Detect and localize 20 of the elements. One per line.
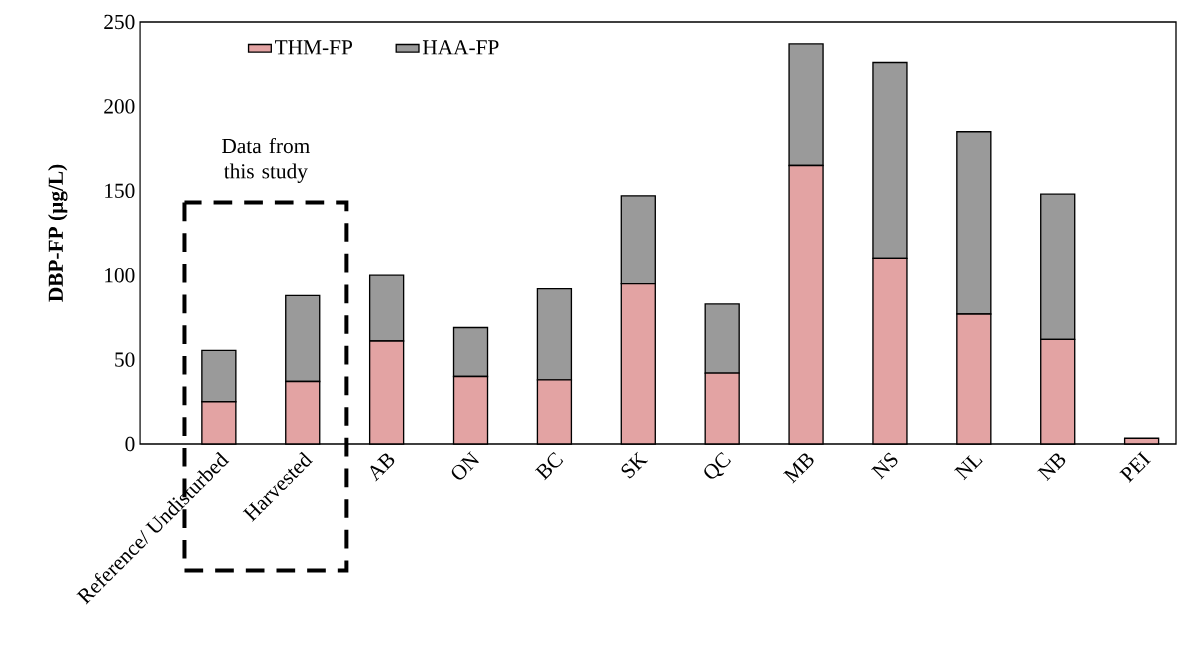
legend-label: THM-FP xyxy=(275,40,353,55)
x-tick-label: MB xyxy=(783,453,814,484)
y-tick-label: 250 xyxy=(104,14,135,30)
x-tick-label: NS xyxy=(871,452,898,480)
x-tick-label: QC xyxy=(704,452,731,479)
x-tick-label: AB xyxy=(370,453,395,482)
y-axis-title: DBP-FP (µg/L) xyxy=(47,164,68,302)
x-tick-label: NL xyxy=(954,455,983,481)
y-tick-label: 50 xyxy=(115,352,135,367)
y-tick-label: 200 xyxy=(104,99,135,114)
x-tick-label: BC xyxy=(534,452,564,481)
x-tick-label: PEI xyxy=(1119,451,1151,483)
x-tick-label: NB xyxy=(1037,453,1066,482)
y-tick-label: 0 xyxy=(125,436,135,452)
annotation: Data from this study xyxy=(222,137,310,183)
y-tick-label: 100 xyxy=(105,268,135,283)
x-tick-label: SK xyxy=(621,451,649,479)
legend-label: HAA-FP xyxy=(422,40,499,55)
y-tick-label: 150 xyxy=(105,183,135,198)
x-tick-label: ON xyxy=(451,451,479,480)
